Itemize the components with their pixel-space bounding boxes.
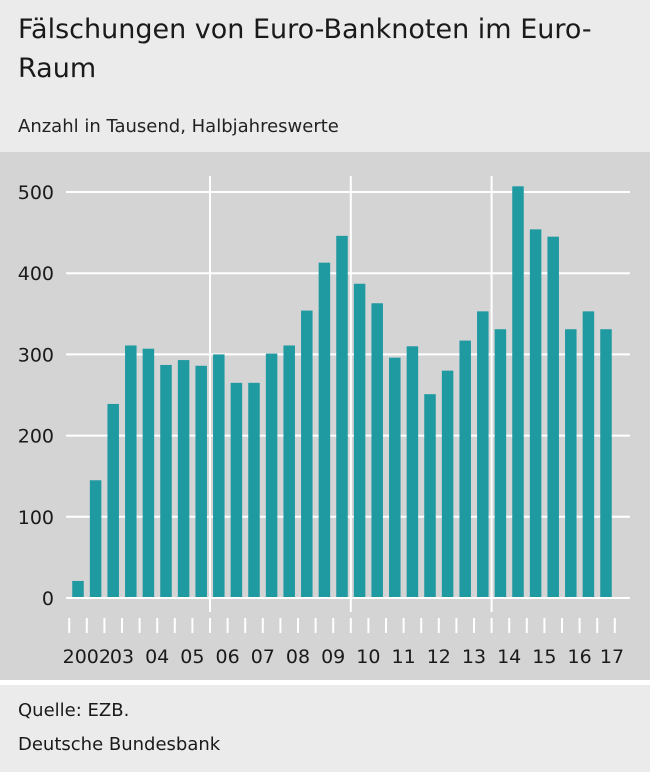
x-tick-label: 11: [392, 646, 416, 668]
bar: [424, 394, 436, 598]
bar: [529, 229, 542, 598]
x-tick-label: 04: [145, 646, 169, 668]
bar: [283, 345, 295, 598]
x-tick-label: 15: [532, 646, 556, 668]
bar: [371, 303, 383, 598]
y-tick-label: 100: [18, 507, 54, 529]
bar: [72, 580, 84, 598]
bar: [441, 370, 454, 598]
x-tick-label: 10: [356, 646, 380, 668]
bar: [265, 353, 278, 598]
x-tick-label: 14: [497, 646, 521, 668]
x-tick-label: 16: [568, 646, 592, 668]
publisher-note: Deutsche Bundesbank: [18, 734, 221, 755]
bar: [248, 382, 260, 598]
x-tick-label: 09: [321, 646, 345, 668]
bar: [565, 329, 577, 598]
bar: [195, 365, 207, 598]
bar: [89, 480, 102, 598]
bar: [213, 354, 225, 598]
x-tick-label: 05: [180, 646, 204, 668]
bar: [353, 283, 366, 598]
bar: [547, 236, 559, 598]
x-tick-label: 07: [251, 646, 275, 668]
bar: [477, 311, 489, 598]
bar: [107, 403, 119, 598]
plot-area: 0 100 200 300 400 500 2002 03 04 05 06 07 08 09 10 11 12…: [0, 152, 650, 680]
bar: [301, 310, 313, 598]
bar: [230, 382, 243, 598]
bar: [177, 360, 190, 598]
bar: [160, 364, 172, 598]
bar: [512, 186, 524, 599]
footer-divider: [0, 680, 650, 685]
x-tick-label: 17: [600, 646, 624, 668]
x-tick-label: 08: [286, 646, 310, 668]
bar: [582, 311, 595, 598]
bar: [125, 345, 137, 598]
x-tick-label: 03: [110, 646, 134, 668]
y-tick-label: 400: [18, 263, 54, 285]
x-tick-label: 06: [216, 646, 240, 668]
bar: [318, 262, 331, 598]
chart-title: Fälschungen von Euro-Banknoten im Euro-R…: [18, 14, 592, 84]
bar: [494, 329, 507, 598]
y-tick-label: 500: [18, 182, 54, 204]
bar: [406, 346, 419, 598]
x-tick-label: 13: [462, 646, 486, 668]
y-tick-label: 0: [42, 588, 54, 610]
bar: [389, 357, 401, 598]
x-tick-label: 12: [427, 646, 451, 668]
bar: [142, 348, 155, 598]
source-note: Quelle: EZB.: [18, 700, 130, 721]
chart-subtitle: Anzahl in Tausend, Halbjahreswerte: [18, 116, 339, 137]
bar: [600, 329, 612, 598]
y-tick-label: 300: [18, 344, 54, 366]
x-tick-label: 2002: [63, 646, 111, 668]
bar: [459, 340, 471, 598]
y-tick-label: 200: [18, 426, 54, 448]
bar: [336, 235, 348, 598]
